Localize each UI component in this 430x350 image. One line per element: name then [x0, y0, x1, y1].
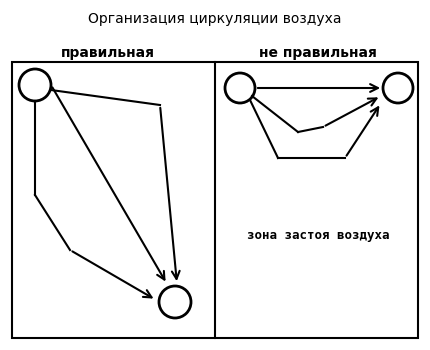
- Text: зона застоя воздуха: зона застоя воздуха: [247, 229, 389, 241]
- Text: не правильная: не правильная: [259, 46, 377, 60]
- Bar: [12, 62, 418, 338]
- Text: Организация циркуляции воздуха: Организация циркуляции воздуха: [88, 12, 342, 26]
- Text: правильная: правильная: [61, 46, 155, 60]
